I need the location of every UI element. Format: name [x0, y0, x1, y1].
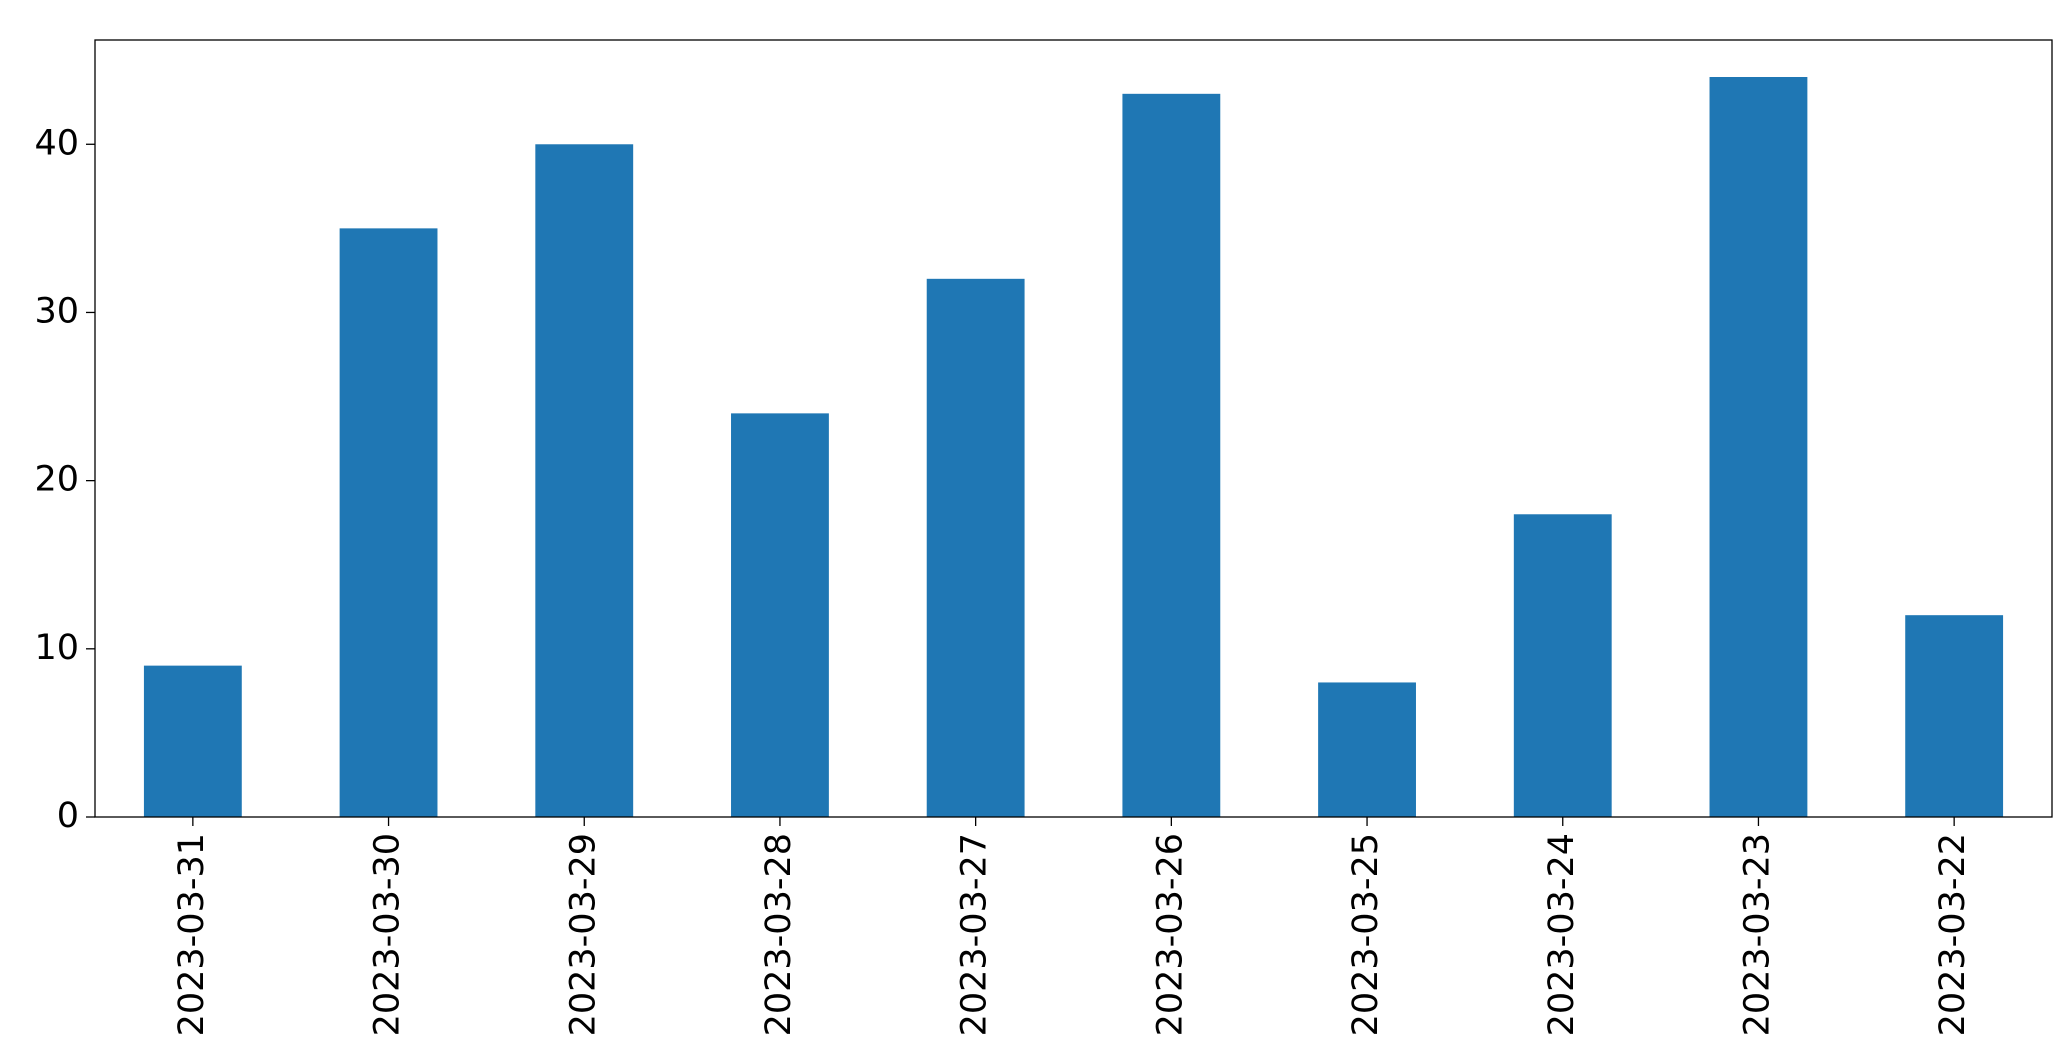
x-tick-label: 2023-03-23 [1737, 833, 1777, 1036]
plot-frame [94, 39, 2053, 818]
bar [143, 665, 242, 817]
bar [1122, 93, 1221, 818]
x-tick-label: 2023-03-29 [563, 833, 603, 1036]
y-tick-label: 20 [34, 460, 79, 500]
x-tick-label: 2023-03-24 [1542, 833, 1582, 1036]
bar [1905, 615, 2004, 817]
bar [535, 144, 634, 818]
x-tick-label: 2023-03-27 [955, 833, 995, 1036]
bar [1318, 682, 1416, 817]
bar [731, 413, 829, 817]
x-tick-label: 2023-03-26 [1150, 833, 1190, 1036]
x-tick-label: 2023-03-30 [368, 833, 408, 1036]
bar [339, 228, 438, 817]
y-tick-label: 10 [34, 628, 79, 668]
x-tick-label: 2023-03-28 [759, 833, 799, 1036]
bar [1513, 514, 1612, 817]
x-tick-label: 2023-03-25 [1346, 833, 1386, 1036]
bar [926, 278, 1025, 817]
y-tick-label: 0 [57, 796, 79, 836]
y-tick-label: 30 [34, 291, 79, 331]
bar [1709, 77, 1808, 817]
x-tick-label: 2023-03-31 [172, 833, 212, 1036]
x-tick-label: 2023-03-22 [1933, 833, 1973, 1036]
y-tick-label: 40 [34, 123, 79, 163]
